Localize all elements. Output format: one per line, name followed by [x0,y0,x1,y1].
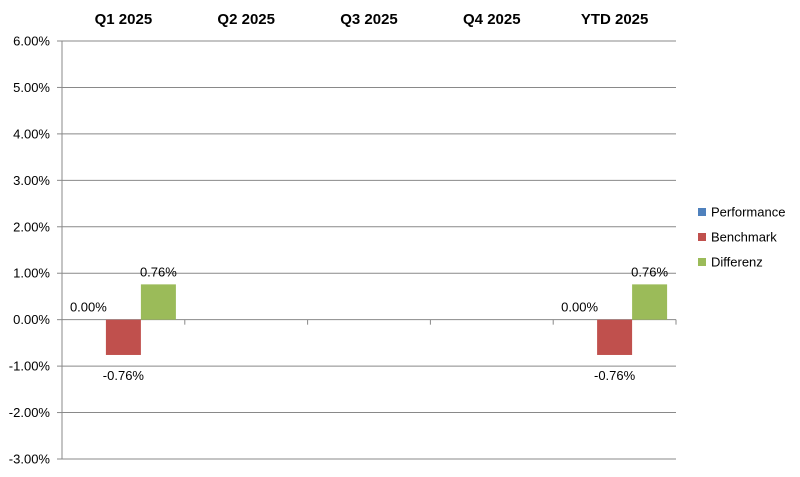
legend-label: Benchmark [711,230,777,245]
legend-label: Performance [711,205,785,220]
labels: 6.00% 5.00% 4.00% 3.00% 2.00% 1.00% 0.00% -1.00… [9,11,669,467]
category-label: YTD 2025 [581,11,649,28]
y-tick-label: -1.00% [9,359,51,374]
bars [105,284,668,355]
category-label: Q2 2025 [217,11,275,28]
data-label: 0.00% [561,300,598,315]
y-tick-label: 3.00% [13,173,50,188]
bar [597,319,633,355]
legend-label: Differenz [711,255,763,270]
category-label: Q3 2025 [340,11,398,28]
y-tick-label: -2.00% [9,405,51,420]
data-label: 0.76% [140,264,177,279]
data-label: -0.76% [594,368,636,383]
grid-lines [62,40,676,460]
y-tick-label: 2.00% [13,219,50,234]
axes [57,40,677,460]
legend-swatch [698,258,706,266]
y-tick-label: -3.00% [9,452,51,467]
bar [632,284,668,320]
bar [140,284,176,320]
data-label: 0.76% [631,264,668,279]
y-tick-label: 6.00% [13,34,50,49]
legend-swatch [698,233,706,241]
data-label: -0.76% [103,368,145,383]
bar [105,319,141,355]
y-tick-label: 4.00% [13,126,50,141]
y-tick-label: 0.00% [13,312,50,327]
data-label: 0.00% [70,300,107,315]
y-tick-label: 5.00% [13,80,50,95]
legend-swatch [698,208,706,216]
y-tick-label: 1.00% [13,266,50,281]
legend: Performance Benchmark Differenz [698,205,785,270]
category-label: Q4 2025 [463,11,521,28]
category-label: Q1 2025 [95,11,153,28]
